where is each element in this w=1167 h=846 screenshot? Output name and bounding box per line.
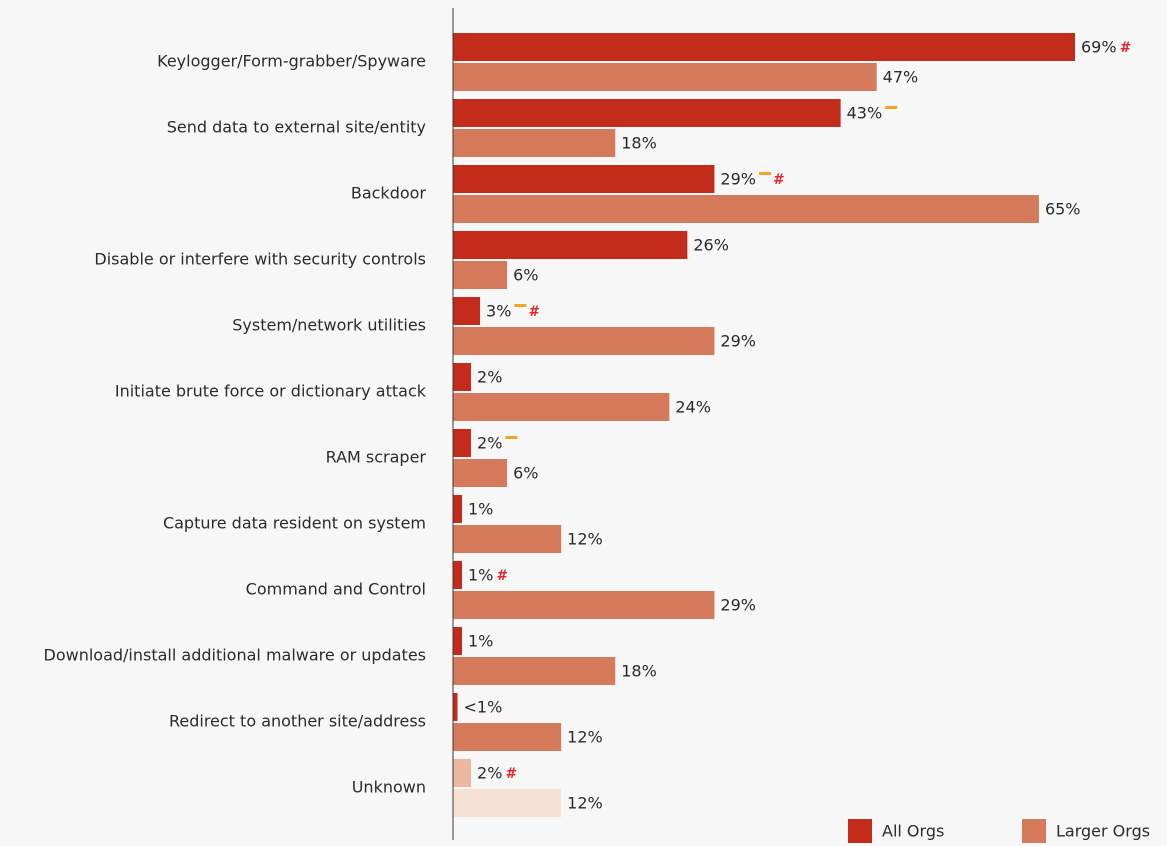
bar-all-orgs — [453, 99, 841, 127]
bar-larger-orgs — [453, 723, 562, 751]
value-label-all-orgs: 2% — [477, 434, 502, 453]
hash-marker: # — [496, 568, 507, 584]
value-label-all-orgs: 1% — [468, 566, 493, 585]
bar-larger-orgs — [453, 459, 508, 487]
value-label-all-orgs: 1% — [468, 500, 493, 519]
category-label: Unknown — [352, 778, 426, 797]
bar-larger-orgs — [453, 129, 616, 157]
bar-all-orgs — [453, 759, 472, 787]
bar-larger-orgs — [453, 195, 1039, 223]
dash-marker — [514, 304, 527, 307]
bar-all-orgs — [453, 231, 688, 259]
category-label: Initiate brute force or dictionary attac… — [115, 382, 427, 401]
category-label: Command and Control — [246, 580, 426, 599]
legend-label-larger-orgs: Larger Orgs — [1056, 822, 1150, 841]
bar-all-orgs — [453, 33, 1075, 61]
bar-larger-orgs — [453, 657, 616, 685]
legend-swatch-larger-orgs — [1022, 819, 1046, 843]
category-label: Send data to external site/entity — [167, 118, 426, 137]
value-label-larger-orgs: 29% — [720, 596, 756, 615]
bar-all-orgs — [453, 693, 458, 721]
value-label-larger-orgs: 6% — [513, 266, 538, 285]
bar-all-orgs — [453, 297, 481, 325]
bar-larger-orgs — [453, 789, 562, 817]
dash-marker — [505, 436, 518, 439]
bar-larger-orgs — [453, 591, 715, 619]
value-label-all-orgs: 2% — [477, 764, 502, 783]
bar-larger-orgs — [453, 393, 670, 421]
value-label-larger-orgs: 18% — [621, 134, 657, 153]
category-label: Capture data resident on system — [163, 514, 426, 533]
dash-marker — [758, 172, 771, 175]
value-label-larger-orgs: 24% — [675, 398, 711, 417]
value-label-larger-orgs: 12% — [567, 530, 603, 549]
value-label-all-orgs: 69% — [1081, 38, 1117, 57]
value-label-larger-orgs: 6% — [513, 464, 538, 483]
category-label: Keylogger/Form-grabber/Spyware — [157, 52, 426, 71]
value-label-all-orgs: 1% — [468, 632, 493, 651]
value-label-all-orgs: 29% — [720, 170, 756, 189]
category-label: RAM scraper — [326, 448, 427, 467]
bar-all-orgs — [453, 165, 715, 193]
bar-larger-orgs — [453, 63, 877, 91]
value-label-all-orgs: <1% — [464, 698, 503, 717]
value-label-larger-orgs: 65% — [1045, 200, 1081, 219]
value-label-larger-orgs: 12% — [567, 728, 603, 747]
legend-swatch-all-orgs — [848, 819, 872, 843]
value-label-larger-orgs: 47% — [883, 68, 919, 87]
bar-larger-orgs — [453, 261, 508, 289]
category-label: Redirect to another site/address — [169, 712, 426, 731]
value-label-larger-orgs: 18% — [621, 662, 657, 681]
legend-label-all-orgs: All Orgs — [882, 822, 944, 841]
value-label-larger-orgs: 12% — [567, 794, 603, 813]
bar-larger-orgs — [453, 525, 562, 553]
bar-all-orgs — [453, 561, 463, 589]
hash-marker: # — [505, 766, 516, 782]
bar-larger-orgs — [453, 327, 715, 355]
bar-all-orgs — [453, 429, 472, 457]
hash-marker: # — [528, 304, 539, 320]
category-label: Disable or interfere with security contr… — [94, 250, 426, 269]
value-label-all-orgs: 3% — [486, 302, 511, 321]
value-label-all-orgs: 26% — [693, 236, 729, 255]
bar-all-orgs — [453, 495, 463, 523]
hash-marker: # — [773, 172, 784, 188]
value-label-all-orgs: 43% — [847, 104, 883, 123]
category-label: Download/install additional malware or u… — [44, 646, 427, 665]
value-label-larger-orgs: 29% — [720, 332, 756, 351]
category-label: Backdoor — [351, 184, 427, 203]
hash-marker: # — [1120, 40, 1131, 56]
bar-all-orgs — [453, 363, 472, 391]
dash-marker — [885, 106, 898, 109]
bar-all-orgs — [453, 627, 463, 655]
value-label-all-orgs: 2% — [477, 368, 502, 387]
category-label: System/network utilities — [232, 316, 426, 335]
